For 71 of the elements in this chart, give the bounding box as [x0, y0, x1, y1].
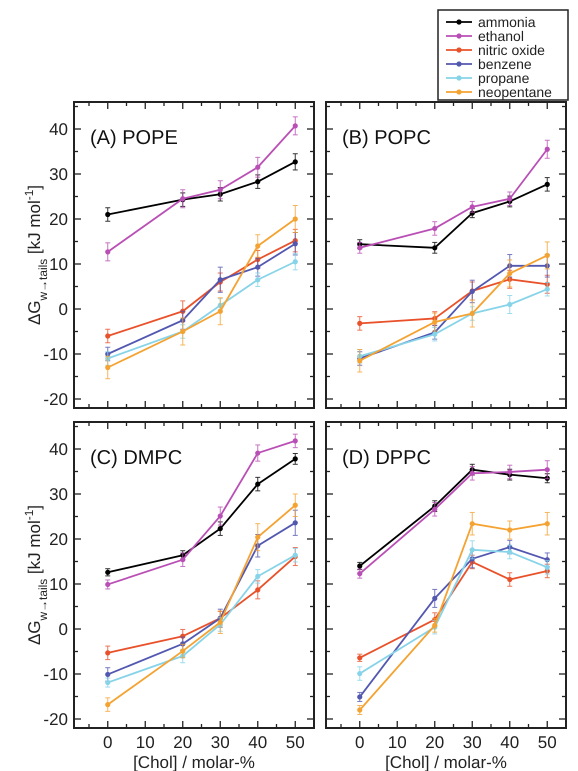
point — [470, 521, 475, 526]
point — [432, 596, 438, 601]
point — [292, 216, 298, 222]
legend-label: ammonia — [478, 14, 536, 30]
y-tick-label: 40 — [49, 440, 68, 459]
point — [255, 450, 260, 456]
point — [292, 438, 298, 444]
y-tick-label: 0 — [58, 620, 68, 639]
point — [255, 179, 260, 184]
point — [105, 333, 110, 339]
legend-label: nitric oxide — [478, 42, 546, 58]
y-tick-label: 40 — [49, 120, 68, 139]
y-tick-label: 30 — [49, 165, 68, 184]
y-tick-label: -10 — [43, 345, 68, 364]
legend-label: ethanol — [478, 28, 524, 44]
point — [507, 302, 512, 308]
x-tick-label: 20 — [173, 733, 192, 752]
point — [218, 513, 223, 519]
x-tick-label: 10 — [136, 733, 155, 752]
point — [357, 670, 362, 676]
y-tick-label: 10 — [49, 255, 68, 274]
point — [255, 482, 260, 487]
x-tick-label: 30 — [210, 733, 230, 752]
x-tick-label: 20 — [425, 733, 444, 752]
point — [507, 576, 512, 582]
y-tick-label: -10 — [43, 665, 68, 684]
y-tick-label: -20 — [43, 710, 68, 729]
y-tick-label: 0 — [58, 300, 68, 319]
legend-label: propane — [478, 70, 530, 86]
x-tick-label: 50 — [538, 733, 557, 752]
point — [218, 277, 223, 282]
point — [255, 587, 260, 592]
point — [432, 226, 438, 232]
point — [357, 694, 362, 700]
x-tick-label: 30 — [462, 733, 482, 752]
point — [544, 182, 550, 187]
y-tick-label: 20 — [49, 530, 68, 549]
x-tick-label: 50 — [286, 733, 305, 752]
legend-label: benzene — [478, 56, 532, 72]
point — [105, 212, 110, 218]
point — [292, 259, 298, 264]
point — [255, 574, 260, 579]
point — [544, 521, 550, 526]
point — [105, 702, 110, 708]
point — [544, 146, 550, 152]
text: (A) POPE — [90, 127, 178, 149]
x-tick-label: 40 — [500, 733, 520, 752]
point — [255, 164, 260, 170]
y-tick-label: 10 — [49, 575, 68, 594]
point — [105, 650, 110, 656]
point — [292, 520, 298, 526]
y-tick-label: 20 — [49, 210, 68, 229]
point — [432, 245, 438, 250]
point — [292, 502, 298, 508]
x-tick-label: 0 — [355, 733, 364, 752]
y-tick-label: 30 — [49, 485, 68, 504]
point — [292, 123, 298, 128]
point — [292, 159, 298, 164]
y-tick-label: -20 — [43, 390, 68, 409]
text: (D) DPPC — [342, 447, 431, 469]
point — [292, 241, 298, 246]
x-tick-label: 10 — [388, 733, 407, 752]
point — [507, 527, 512, 533]
point — [105, 249, 110, 254]
point — [292, 456, 298, 462]
point — [357, 320, 362, 326]
point — [105, 582, 110, 588]
x-tick-label: 40 — [248, 733, 268, 752]
x-tick-label: 0 — [103, 733, 112, 752]
text: (B) POPC — [342, 127, 431, 149]
text: (C) DMPC — [90, 447, 182, 469]
